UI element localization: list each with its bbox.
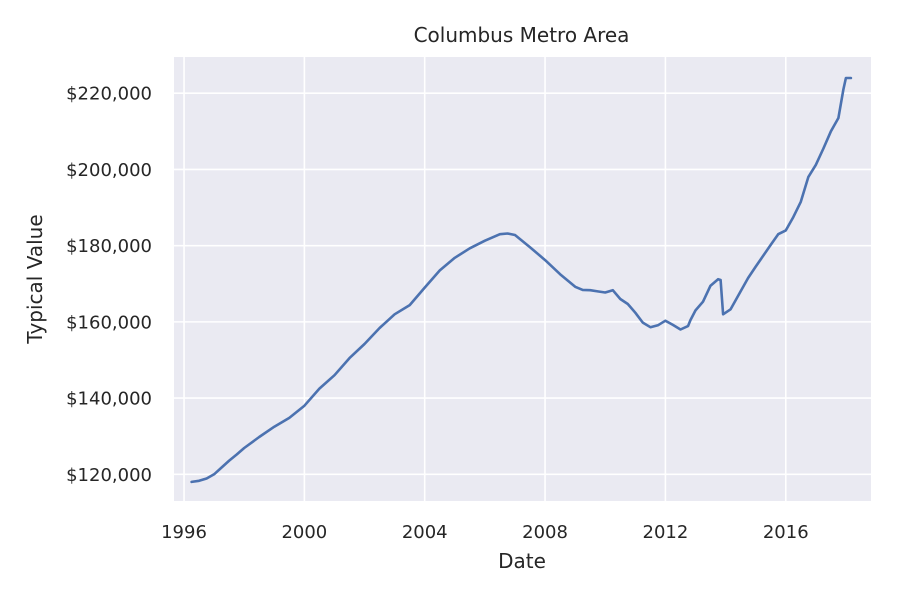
plot-area	[174, 57, 871, 501]
chart-title: Columbus Metro Area	[414, 23, 630, 47]
y-tick-label: $140,000	[66, 389, 152, 410]
x-gridlines	[183, 57, 787, 501]
series-group	[190, 76, 853, 484]
y-tick-label: $180,000	[66, 236, 152, 257]
x-axis-label: Date	[498, 549, 546, 573]
x-tick-label: 2004	[402, 522, 448, 543]
x-tick-label: 2008	[522, 522, 568, 543]
y-tick-labels: $120,000 $140,000 $160,000 $180,000 $200,000…	[66, 84, 152, 486]
x-tick-labels: 1996 2000 2004 2008 2012 2016	[161, 522, 809, 543]
x-tick-label: 1996	[161, 522, 207, 543]
series-line	[190, 76, 853, 484]
y-tick-label: $120,000	[66, 465, 152, 486]
y-tick-label: $200,000	[66, 160, 152, 181]
y-gridlines	[174, 92, 871, 476]
x-tick-label: 2012	[643, 522, 689, 543]
y-axis-label: Typical Value	[23, 214, 47, 344]
y-tick-label: $220,000	[66, 84, 152, 105]
x-tick-label: 2000	[281, 522, 327, 543]
x-tick-label: 2016	[763, 522, 809, 543]
y-tick-label: $160,000	[66, 312, 152, 333]
